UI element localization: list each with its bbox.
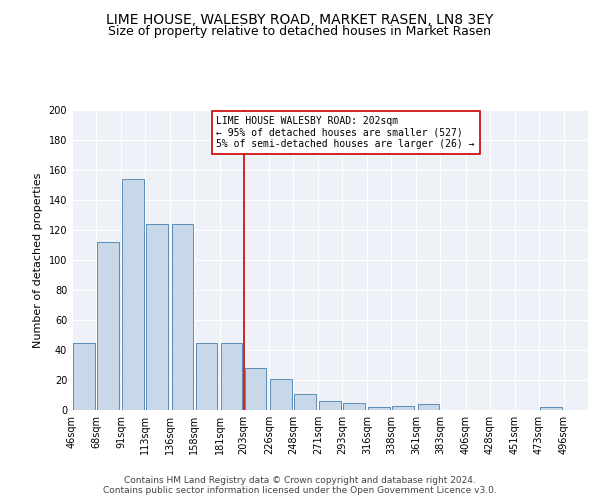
Bar	[146, 224, 168, 410]
Bar	[122, 179, 144, 410]
Bar	[97, 242, 119, 410]
Text: Contains HM Land Registry data © Crown copyright and database right 2024.: Contains HM Land Registry data © Crown c…	[124, 476, 476, 485]
Bar	[221, 342, 242, 410]
Text: LIME HOUSE, WALESBY ROAD, MARKET RASEN, LN8 3EY: LIME HOUSE, WALESBY ROAD, MARKET RASEN, …	[106, 12, 494, 26]
Bar	[368, 407, 390, 410]
Bar	[540, 407, 562, 410]
Bar	[392, 406, 414, 410]
Bar	[343, 402, 365, 410]
Text: Size of property relative to detached houses in Market Rasen: Size of property relative to detached ho…	[109, 25, 491, 38]
Y-axis label: Number of detached properties: Number of detached properties	[33, 172, 43, 348]
Bar	[245, 368, 266, 410]
Bar	[172, 224, 193, 410]
Bar	[418, 404, 439, 410]
Bar	[319, 401, 341, 410]
Text: LIME HOUSE WALESBY ROAD: 202sqm
← 95% of detached houses are smaller (527)
5% of: LIME HOUSE WALESBY ROAD: 202sqm ← 95% of…	[217, 116, 475, 149]
Text: Contains public sector information licensed under the Open Government Licence v3: Contains public sector information licen…	[103, 486, 497, 495]
Bar	[294, 394, 316, 410]
Bar	[270, 378, 292, 410]
Bar	[196, 342, 217, 410]
Bar	[73, 342, 95, 410]
